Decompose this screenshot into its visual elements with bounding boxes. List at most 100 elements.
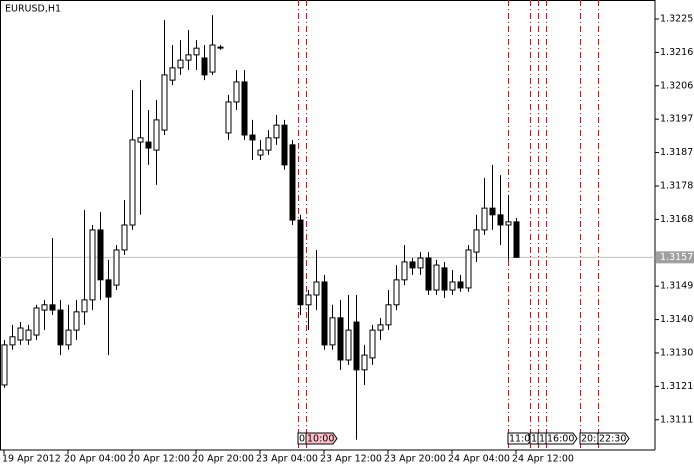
candle-body <box>145 141 152 149</box>
y-tick-label: 1.31875 <box>660 147 694 158</box>
event-label: 0 <box>299 434 305 445</box>
candle-body <box>241 81 248 136</box>
candle-body <box>321 281 328 346</box>
candle-body <box>353 321 360 371</box>
candle-body <box>249 134 256 141</box>
candle-body <box>17 327 24 341</box>
y-tick-label: 1.31685 <box>660 214 694 225</box>
x-tick-label: 24 Apr 12:00 <box>512 454 574 465</box>
candle-body <box>401 261 408 281</box>
candle-body <box>465 249 472 289</box>
y-tick-label: 1.31210 <box>660 381 694 392</box>
current-price-label: 1.31577 <box>660 252 694 263</box>
candle-body <box>441 267 448 291</box>
candle-body <box>313 281 320 296</box>
candle-body <box>153 119 160 151</box>
candle-body <box>265 137 272 151</box>
candle-body <box>217 46 224 49</box>
candle-body <box>449 281 456 291</box>
event-label: 20: <box>581 434 596 445</box>
candle-body <box>97 229 104 281</box>
candle-body <box>377 324 384 331</box>
candle-body <box>281 124 288 166</box>
candle-body <box>177 59 184 69</box>
x-tick-label: 20 Apr 04:00 <box>64 454 126 465</box>
candle-body <box>433 264 440 291</box>
candle-body <box>121 224 128 251</box>
x-tick-label: 24 Apr 04:00 <box>448 454 510 465</box>
y-tick-label: 1.32065 <box>660 80 694 91</box>
candle-body <box>73 311 80 331</box>
candle-body <box>225 101 232 134</box>
candle-body <box>49 304 56 311</box>
candle-body <box>57 309 64 346</box>
candle-body <box>41 304 48 311</box>
x-tick-label: 23 Apr 20:00 <box>384 454 446 465</box>
y-tick-label: 1.31495 <box>660 281 694 292</box>
candle-body <box>137 137 144 143</box>
candle-body <box>289 144 296 221</box>
candle-body <box>345 329 352 361</box>
candle-body <box>393 279 400 306</box>
candle-body <box>257 149 264 156</box>
candle-body <box>201 57 208 76</box>
event-label: 10:00 <box>307 434 334 445</box>
x-tick-label: 23 Apr 12:00 <box>320 454 382 465</box>
x-tick-label: 20 Apr 20:00 <box>192 454 254 465</box>
current-price-box <box>656 251 694 264</box>
candle-body <box>497 214 504 226</box>
candle-body <box>193 47 200 56</box>
y-tick-label: 1.31780 <box>660 180 694 191</box>
candle-body <box>329 317 336 346</box>
candle-body <box>185 54 192 61</box>
candle-body <box>457 281 464 289</box>
chart-title: EURUSD,H1 <box>5 4 61 15</box>
candle-body <box>1 344 8 386</box>
candle-body <box>33 307 40 336</box>
event-label: 22:30 <box>599 434 626 445</box>
y-tick-label: 1.32255 <box>660 13 694 24</box>
candle-body <box>9 336 16 346</box>
candle-body <box>105 279 112 298</box>
candle-body <box>161 74 168 131</box>
candle-body <box>417 257 424 269</box>
candle-body <box>361 354 368 371</box>
candle-body <box>273 124 280 139</box>
candle-body <box>513 221 520 258</box>
x-tick-label: 23 Apr 04:00 <box>256 454 318 465</box>
candle-body <box>305 294 312 306</box>
y-tick-label: 1.31305 <box>660 347 694 358</box>
event-label: 11:0 <box>509 434 530 445</box>
candle-body <box>169 67 176 81</box>
candle-body <box>473 229 480 253</box>
y-tick-label: 1.32160 <box>660 47 694 58</box>
event-label: 1: <box>531 434 540 445</box>
candle-body <box>337 317 344 361</box>
candle-body <box>209 44 216 73</box>
candle-body <box>25 329 32 341</box>
candle-body <box>233 81 240 103</box>
event-label-box <box>545 432 578 445</box>
candle-body <box>489 207 496 216</box>
event-label: 16:00 <box>547 434 574 445</box>
candle-body <box>89 229 96 301</box>
event-label-box <box>305 432 338 445</box>
candle-body <box>113 249 120 286</box>
x-tick-label: 20 Apr 12:00 <box>128 454 190 465</box>
y-tick-label: 1.3197 <box>660 114 693 125</box>
candle-body <box>409 261 416 269</box>
candle-body <box>81 299 88 313</box>
candle-body <box>65 329 72 346</box>
candle-body <box>385 304 392 326</box>
candle-body <box>425 257 432 291</box>
event-label: 1 <box>539 434 545 445</box>
candle-body <box>297 219 304 306</box>
candle-body <box>129 139 136 226</box>
x-tick-label: 19 Apr 2012 <box>2 454 61 465</box>
y-tick-label: 1.31115 <box>660 414 694 425</box>
candle-body <box>481 207 488 231</box>
candle-body <box>505 221 512 226</box>
event-label-box <box>597 432 630 445</box>
